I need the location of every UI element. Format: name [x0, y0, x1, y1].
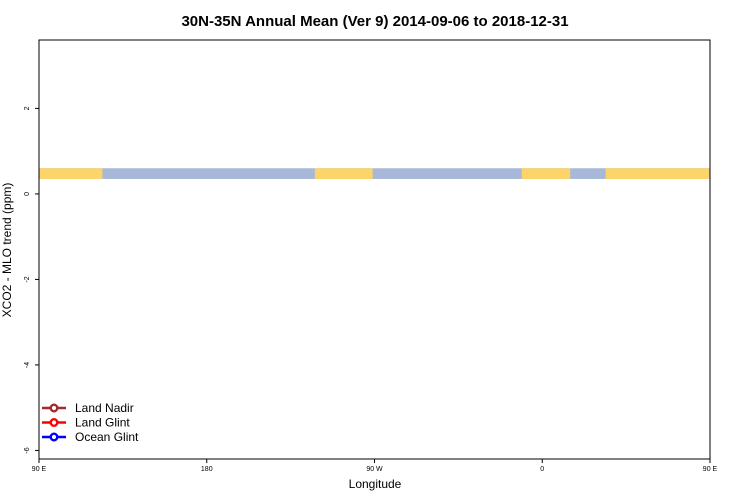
legend-item: Ocean Glint	[42, 430, 139, 444]
legend-swatch-marker	[49, 432, 59, 442]
ocean-band	[39, 168, 710, 179]
y-tick-label: -6	[24, 447, 31, 453]
legend-label: Land Nadir	[75, 401, 134, 415]
y-axis: 2 0 -2 -4 -6	[24, 106, 39, 454]
legend-item: Land Glint	[42, 416, 130, 430]
legend-swatch-marker	[49, 403, 59, 413]
x-tick-label: 90 W	[366, 466, 383, 473]
land-segment	[605, 168, 710, 179]
legend-item: Land Nadir	[42, 401, 134, 415]
legend-label: Land Glint	[75, 416, 130, 430]
y-tick-label: 0	[24, 192, 31, 196]
y-tick-label: -4	[24, 362, 31, 368]
y-tick-label: -2	[24, 276, 31, 282]
legend-label: Ocean Glint	[75, 430, 139, 444]
land-segment	[521, 168, 571, 179]
land-ocean-band	[39, 168, 710, 179]
chart-title: 30N-35N Annual Mean (Ver 9) 2014-09-06 t…	[181, 13, 568, 30]
legend-swatch-marker	[49, 418, 59, 428]
x-tick-label: 180	[201, 466, 213, 473]
x-tick-label: 90 E	[32, 466, 47, 473]
land-segment	[39, 168, 103, 179]
land-segment	[314, 168, 373, 179]
x-tick-label: 90 E	[703, 466, 718, 473]
y-tick-label: 2	[24, 106, 31, 110]
x-tick-label: 0	[540, 466, 544, 473]
x-axis: 90 E 180 90 W 0 90 E	[32, 459, 718, 473]
x-axis-label: Longitude	[349, 477, 402, 491]
plot-frame	[38, 39, 711, 460]
y-axis-label: XCO2 - MLO trend (ppm)	[0, 183, 14, 318]
